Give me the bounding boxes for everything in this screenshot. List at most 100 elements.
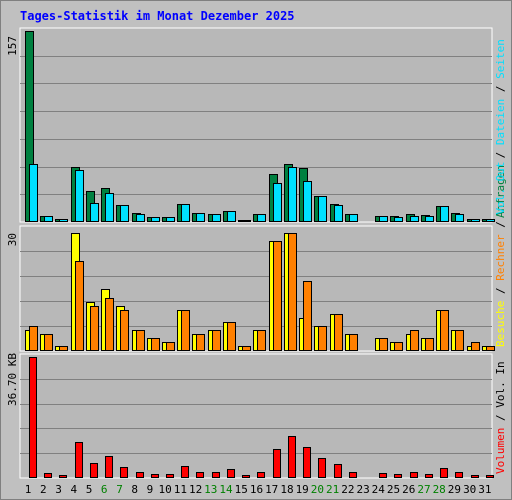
bar-rechner-day-16	[257, 330, 266, 351]
hits-plot-area	[19, 27, 493, 223]
legend-item-anfragen: Anfragen	[494, 165, 507, 218]
visits-panel	[19, 225, 495, 352]
bar-rechner-day-18	[288, 233, 297, 351]
bar-volumen-day-20	[318, 458, 326, 478]
legend-separator: /	[494, 79, 507, 99]
x-tick-label: 29	[448, 483, 461, 496]
visits-legend: Besuche / Rechner / Vol. Out	[494, 162, 507, 347]
volume-legend-text: Volumen / Vol. In	[494, 361, 507, 474]
x-tick-label: 7	[116, 483, 123, 496]
bar-volumen-day-29	[455, 472, 463, 478]
bar-rechner-day-30	[471, 342, 480, 351]
bar-dateien-day-2	[44, 216, 53, 222]
bar-volumen-day-6	[105, 456, 113, 478]
visits-ymax-label: 30	[6, 233, 19, 246]
bar-rechner-day-8	[136, 330, 145, 351]
bar-dateien-day-12	[196, 213, 205, 222]
bar-dateien-day-30	[471, 219, 480, 222]
x-tick-label: 12	[189, 483, 202, 496]
bar-volumen-day-7	[120, 467, 128, 478]
legend-separator: /	[494, 408, 507, 428]
x-tick-label: 26	[402, 483, 415, 496]
bar-volumen-day-2	[44, 473, 52, 478]
volume-legend: Volumen / Vol. In	[494, 361, 507, 474]
bar-volumen-day-12	[196, 472, 204, 478]
bar-volumen-day-24	[379, 473, 387, 478]
bar-dateien-day-9	[151, 217, 160, 222]
visits-legend-text: Besuche / Rechner / Vol. Out	[494, 162, 507, 347]
bar-volumen-day-13	[212, 472, 220, 478]
bar-volumen-day-16	[257, 472, 265, 478]
bar-volumen-day-30	[471, 475, 479, 478]
x-tick-label: 13	[204, 483, 217, 496]
bar-dateien-day-5	[90, 203, 99, 222]
legend-item-rechner: Rechner	[494, 234, 507, 281]
x-tick-label: 21	[326, 483, 339, 496]
bar-volumen-day-11	[181, 466, 189, 478]
bar-rechner-day-14	[227, 322, 236, 351]
bar-rechner-day-29	[455, 330, 464, 351]
hits-legend: Anfragen / Dateien / Seiten	[494, 39, 507, 218]
x-tick-label: 25	[387, 483, 400, 496]
bar-rechner-day-28	[440, 310, 449, 351]
bar-rechner-day-3	[59, 346, 68, 351]
x-tick-label: 10	[158, 483, 171, 496]
bar-dateien-day-18	[288, 167, 297, 222]
bar-rechner-day-9	[151, 338, 160, 351]
bar-volumen-day-15	[242, 475, 250, 478]
bar-volumen-day-14	[227, 469, 235, 478]
x-tick-label: 23	[356, 483, 369, 496]
x-tick-label: 9	[147, 483, 154, 496]
legend-item-vol-in: Vol. In	[494, 361, 507, 407]
bar-rechner-day-1	[29, 326, 38, 351]
legend-item-besuche: Besuche	[494, 301, 507, 347]
bar-volumen-day-21	[334, 464, 342, 478]
bar-dateien-day-22	[349, 214, 358, 222]
bar-rechner-day-11	[181, 310, 190, 351]
bar-volumen-day-25	[394, 474, 402, 478]
legend-separator: /	[494, 215, 507, 235]
bar-rechner-day-25	[394, 342, 403, 351]
bar-rechner-day-20	[318, 326, 327, 351]
bar-rechner-day-27	[425, 338, 434, 351]
x-axis-day-labels: 1 2 3 4 5 6 7 8 9 10 11 12 13 14 15 16 17 18 19 20 21 22 23 24 2…	[25, 483, 492, 496]
bar-volumen-day-10	[166, 474, 174, 478]
bar-dateien-day-19	[303, 181, 312, 222]
bar-volumen-day-26	[410, 472, 418, 478]
bar-volumen-day-4	[75, 442, 83, 478]
volume-panel	[19, 353, 494, 479]
bar-dateien-day-11	[181, 204, 190, 222]
x-tick-label: 28	[433, 483, 446, 496]
bar-volumen-day-22	[349, 472, 357, 478]
bar-dateien-day-14	[227, 211, 236, 222]
x-tick-label: 20	[311, 483, 324, 496]
hits-legend-text: Anfragen / Dateien / Seiten	[494, 39, 507, 218]
x-tick-label: 19	[296, 483, 309, 496]
x-tick-label: 24	[372, 483, 386, 496]
x-tick-label: 6	[101, 483, 108, 496]
bar-dateien-day-28	[440, 206, 449, 222]
bar-dateien-day-27	[425, 216, 434, 222]
bar-dateien-day-10	[166, 217, 175, 222]
bar-volumen-day-28	[440, 468, 448, 478]
x-tick-label: 27	[417, 483, 430, 496]
hits-panel	[19, 27, 495, 223]
x-tick-label: 2	[40, 483, 47, 496]
bar-volumen-day-27	[425, 474, 433, 478]
legend-item-seiten: Seiten	[494, 39, 507, 79]
bar-rechner-day-26	[410, 330, 419, 351]
x-tick-label: 15	[235, 483, 248, 496]
bar-rechner-day-5	[90, 306, 99, 351]
bar-rechner-day-17	[273, 241, 282, 351]
bar-rechner-day-19	[303, 281, 312, 351]
bar-dateien-day-16	[257, 214, 266, 222]
legend-item-volumen: Volumen	[494, 428, 507, 474]
x-tick-label: 3	[55, 483, 62, 496]
bar-dateien-day-20	[318, 196, 327, 222]
legend-separator: /	[494, 145, 507, 165]
bar-dateien-day-15	[242, 220, 251, 222]
x-tick-label: 22	[341, 483, 354, 496]
bar-rechner-day-2	[44, 334, 53, 351]
chart-title: Tages-Statistik im Monat Dezember 2025	[20, 9, 295, 23]
bar-volumen-day-17	[273, 449, 281, 478]
